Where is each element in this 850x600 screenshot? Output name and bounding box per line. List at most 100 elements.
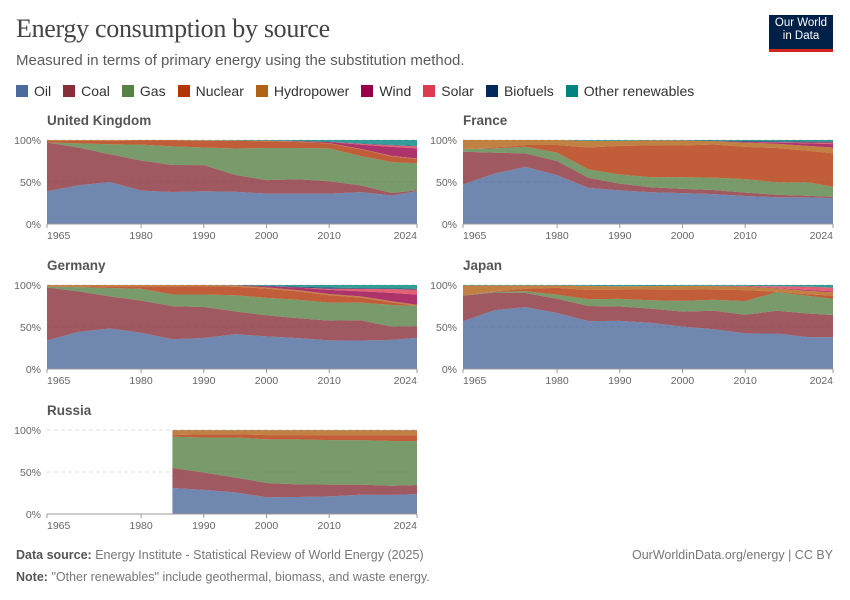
y-tick-label: 50% [20,322,41,334]
legend-swatch [121,85,134,97]
x-tick-label: 1965 [47,520,71,532]
x-tick-label: 1990 [192,520,216,532]
area-nuclear[interactable] [463,144,833,187]
area-nuclear[interactable] [47,286,417,306]
chart-subtitle: Measured in terms of primary energy usin… [16,52,465,69]
area-hydropower[interactable] [47,285,417,306]
area-coal[interactable] [47,142,417,196]
y-tick-label: 0% [442,219,457,231]
area-wind[interactable] [463,140,833,148]
source-label: Data source: [16,548,92,562]
panel-title-japan: Japan [463,258,503,273]
y-tick-label: 100% [430,280,457,292]
area-hydropower[interactable] [172,430,417,436]
area-coal[interactable] [463,151,833,199]
area-solar[interactable] [47,285,417,295]
x-tick-label: 1980 [545,375,569,387]
legend-item-nuclear[interactable]: Nuclear [177,83,244,99]
legend-item-biofuels[interactable]: Biofuels [485,83,554,99]
area-gas[interactable] [463,291,833,315]
x-tick-label: 2000 [671,375,695,387]
x-tick-label: 1965 [463,230,487,242]
area-biofuels[interactable] [47,285,417,290]
source-text: Energy Institute - Statistical Review of… [95,548,424,562]
note-label: Note: [16,570,48,584]
x-tick-label: 1965 [47,375,71,387]
legend-swatch [177,85,190,97]
x-tick-label: 1980 [129,230,153,242]
legend-item-oil[interactable]: Oil [16,83,51,99]
area-nuclear[interactable] [47,140,417,164]
x-tick-label: 1990 [192,375,216,387]
legend-item-gas[interactable]: Gas [121,83,166,99]
logo-line-1: Our World [774,17,828,29]
legend-swatch [485,85,498,97]
area-gas[interactable] [463,146,833,197]
area-other-renewables[interactable] [463,140,833,142]
x-tick-label: 1990 [192,230,216,242]
panel-title-france: France [463,113,508,128]
panel-japan: 0% 50% 100% 1965 1980 1990 2000 2010 2024 [430,280,834,387]
area-other-renewables[interactable] [463,285,833,288]
area-coal[interactable] [463,292,833,338]
panel-title-russia: Russia [47,403,92,418]
x-tick-label: 1980 [129,375,153,387]
legend-swatch [565,85,578,97]
area-nuclear[interactable] [463,287,833,302]
owid-logo[interactable]: Our World in Data [769,15,833,52]
legend-label: Wind [379,83,412,99]
legend-label: Solar [441,83,474,99]
source-url-link[interactable]: OurWorldinData.org/energy | CC BY [631,548,833,562]
legend-label: Gas [139,83,166,99]
area-oil[interactable] [47,328,417,369]
legend-label: Biofuels [503,83,554,99]
legend-item-hydropower[interactable]: Hydropower [255,83,350,99]
area-oil[interactable] [172,487,417,514]
x-tick-label: 1980 [545,230,569,242]
legend-swatch [63,85,76,97]
y-tick-label: 100% [430,135,457,147]
area-oil[interactable] [463,166,833,224]
panel-united-kingdom: 0% 50% 100% 1965 1980 1990 2000 2010 2024 [14,135,418,242]
y-tick-label: 0% [26,219,41,231]
panel-germany: 0% 50% 100% 1965 1980 1990 2000 2010 2024 [14,280,418,387]
x-tick-label: 2010 [318,520,342,532]
area-hydropower[interactable] [463,285,833,296]
legend-item-coal[interactable]: Coal [63,83,110,99]
note-text: "Other renewables" include geothermal, b… [51,570,430,584]
legend-item-other-renewables[interactable]: Other renewables [565,83,695,99]
x-tick-label: 2024 [394,520,418,532]
area-coal[interactable] [47,287,417,341]
area-gas[interactable] [47,286,417,327]
area-biofuels[interactable] [47,140,417,147]
area-hydropower[interactable] [463,140,833,154]
legend-label: Other renewables [583,83,695,99]
area-gas[interactable] [47,142,417,194]
area-solar[interactable] [463,140,833,145]
logo-line-2: in Data [782,30,820,42]
legend-item-wind[interactable]: Wind [361,83,411,99]
legend-label: Nuclear [195,83,244,99]
area-other-renewables[interactable] [47,285,417,289]
y-tick-label: 0% [26,509,41,521]
y-tick-label: 50% [436,177,457,189]
y-tick-label: 50% [20,177,41,189]
chart-title: Energy consumption by source [16,14,330,43]
data-source: Data source: Energy Institute - Statisti… [16,548,424,562]
area-other-renewables[interactable] [47,140,417,146]
x-tick-label: 1980 [129,520,153,532]
x-tick-label: 1965 [463,375,487,387]
area-oil[interactable] [47,182,417,224]
legend-swatch [361,85,374,97]
legend-label: Hydropower [273,83,350,99]
area-wind[interactable] [47,285,417,305]
x-tick-label: 2024 [394,230,418,242]
area-oil[interactable] [463,307,833,369]
area-gas[interactable] [172,436,417,486]
area-nuclear[interactable] [172,434,417,442]
x-tick-label: 2000 [671,230,695,242]
area-biofuels[interactable] [463,140,833,143]
legend-item-solar[interactable]: Solar [423,83,474,99]
area-coal[interactable] [172,467,417,498]
x-tick-label: 1965 [47,230,71,242]
